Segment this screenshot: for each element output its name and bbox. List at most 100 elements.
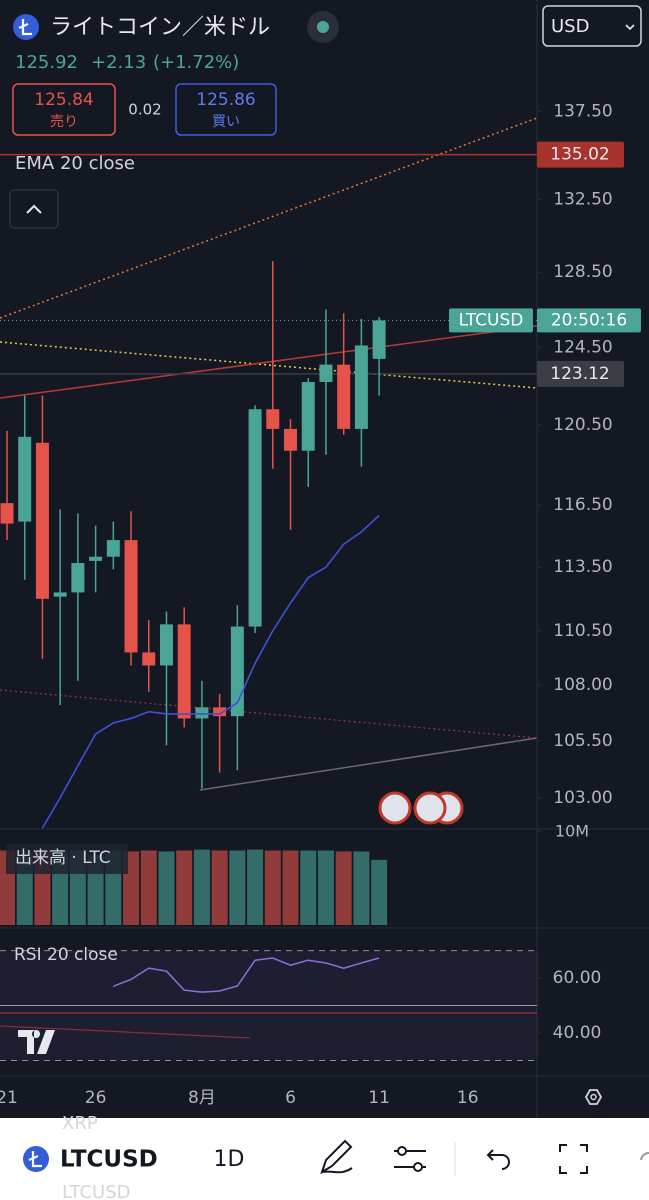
candle-body — [89, 556, 103, 561]
currency-select[interactable] — [542, 5, 642, 47]
event-flag[interactable] — [413, 791, 447, 825]
drawing-line — [0, 1025, 251, 1039]
candle-body — [0, 503, 14, 524]
tv-logo — [18, 1030, 55, 1054]
indicator-icon[interactable] — [394, 1146, 426, 1172]
trend-line — [0, 325, 538, 399]
last-price: 125.92 — [15, 52, 78, 73]
candle-body — [159, 624, 173, 666]
legend-box — [6, 844, 128, 874]
trend-line — [199, 737, 538, 791]
price-label-box — [537, 141, 624, 168]
x-tick-label: 8月 — [188, 1088, 216, 1108]
ema-line — [41, 514, 380, 829]
y-tick-label: 120.50 — [553, 415, 612, 435]
volume-title: 出来高 · LTC — [15, 848, 111, 868]
y-tick-label: 128.50 — [553, 262, 612, 282]
volume-tick-label: 10M — [555, 821, 589, 840]
volume-bar — [371, 859, 388, 925]
y-tick-label: 105.50 — [553, 731, 612, 751]
plot: 137.50 132.50 128.50 124.50 120.50 116.50 113.… — [0, 101, 641, 1108]
settings-icon[interactable] — [584, 1089, 603, 1105]
candle-body — [177, 624, 191, 719]
currency: USD — [551, 16, 589, 37]
undo-icon[interactable] — [486, 1149, 510, 1170]
candle-body — [213, 707, 227, 717]
volume-bar — [158, 851, 175, 925]
interval[interactable]: 1D — [214, 1147, 245, 1172]
faint-symbol: XRP — [62, 1113, 98, 1134]
symbol-name: ライトコイン／米ドル — [50, 15, 270, 40]
countdown: 20:50:16 — [551, 310, 627, 330]
change-percent: (+1.72%) — [153, 52, 239, 73]
indicator-label: EMA 20 close — [15, 153, 135, 174]
change: +2.13 — [91, 52, 146, 73]
buy-label: 買い — [212, 114, 240, 130]
volume-bar — [353, 851, 370, 925]
x-tick-label: 11 — [368, 1088, 390, 1108]
candle-body — [124, 540, 138, 653]
spread: 0.02 — [128, 101, 161, 119]
chevron-up — [26, 204, 42, 214]
y-tick-label: 113.50 — [553, 557, 612, 577]
candle-body — [284, 428, 298, 451]
toolbar-symbol[interactable]: LTCUSD — [60, 1147, 158, 1173]
volume-bar — [140, 850, 157, 925]
candle-body — [319, 364, 333, 382]
rsi-tick-label: 60.00 — [553, 968, 602, 988]
chevron — [625, 24, 635, 31]
volume-bar — [264, 850, 281, 925]
volume-bar — [229, 850, 246, 925]
last-price-symbol-box — [449, 308, 533, 333]
price-label-box — [537, 360, 624, 387]
volume-bar — [335, 851, 352, 925]
market-status-dot — [317, 21, 329, 33]
background — [0, 0, 649, 1118]
volume-bar — [282, 850, 299, 925]
buy-button[interactable] — [175, 83, 277, 136]
candle-body — [337, 364, 351, 429]
rsi-title: RSI 20 close — [14, 945, 118, 965]
settings-icon-center — [590, 1093, 597, 1101]
candle-body — [266, 409, 280, 429]
rsi-tick-label: 40.00 — [553, 1023, 602, 1043]
candle-body — [106, 540, 120, 557]
candle-body — [71, 562, 85, 593]
y-tick-label: 132.50 — [553, 189, 612, 209]
volume-bar — [176, 850, 193, 925]
countdown-box — [537, 308, 641, 333]
collapse-button[interactable] — [9, 189, 59, 229]
candle-body — [248, 409, 262, 627]
y-tick-label: 110.50 — [553, 621, 612, 641]
volume-bar — [247, 849, 264, 925]
candle-body — [301, 381, 315, 451]
volume-bar — [193, 849, 210, 925]
x-tick-label: 21 — [0, 1088, 18, 1108]
y-tick-label: 116.50 — [553, 495, 612, 515]
y-tick-label: 124.50 — [553, 337, 612, 357]
volume-bar — [317, 850, 334, 925]
event-markers[interactable] — [378, 791, 464, 825]
candle-body — [195, 707, 209, 719]
faint-symbol: LTCUSD — [62, 1182, 131, 1200]
price-label: 123.12 — [550, 364, 609, 384]
toolbar — [0, 1118, 649, 1200]
draw-icon[interactable] — [320, 1139, 353, 1175]
x-tick-label: 6 — [285, 1088, 296, 1108]
sell-label: 売り — [50, 114, 78, 130]
sell-price: 125.84 — [34, 90, 93, 110]
candle-body — [142, 652, 156, 666]
trend-line — [0, 117, 538, 319]
x-tick-label: 26 — [85, 1088, 107, 1108]
event-flag[interactable] — [378, 791, 412, 825]
rsi-line — [113, 957, 380, 993]
coin-logo-glyph — [28, 1151, 42, 1168]
candle-body — [372, 320, 386, 359]
x-tick-label: 16 — [457, 1088, 479, 1108]
y-tick-label: 108.00 — [553, 675, 612, 695]
y-tick-label: 137.50 — [553, 101, 612, 121]
fullscreen-icon[interactable] — [559, 1144, 588, 1174]
sell-button[interactable] — [12, 83, 116, 136]
